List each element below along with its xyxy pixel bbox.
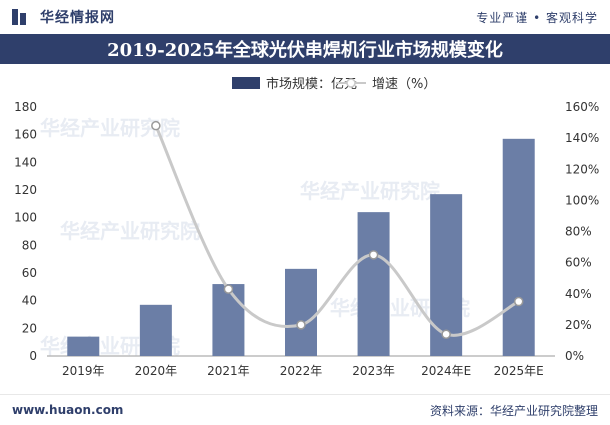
chart-title: 2019-2025年全球光伏串焊机行业市场规模变化 xyxy=(0,34,610,64)
brand-logo-icon xyxy=(12,9,32,25)
bar xyxy=(67,336,100,356)
x-tick-label: 2022年 xyxy=(280,364,323,378)
x-tick-label: 2024年E xyxy=(421,364,471,378)
legend-label: 增速（%） xyxy=(372,77,436,92)
y-left-tick-label: 60 xyxy=(22,266,37,280)
website-link[interactable]: www.huaon.com xyxy=(12,403,124,417)
source-note: 资料来源：华经产业研究院整理 xyxy=(429,403,598,418)
footer: www.huaon.com 资料来源：华经产业研究院整理 xyxy=(0,394,610,425)
x-tick-label: 2023年 xyxy=(352,364,395,378)
bar xyxy=(212,284,245,356)
y-left-tick-label: 140 xyxy=(14,155,37,169)
bar xyxy=(502,138,535,356)
bar xyxy=(139,304,172,356)
x-tick-label: 2019年 xyxy=(62,364,105,378)
y-right-tick-label: 100% xyxy=(565,193,599,207)
y-left-tick-label: 100 xyxy=(14,211,37,225)
y-right-tick-label: 80% xyxy=(565,225,592,239)
slogan: 专业严谨 • 客观科学 xyxy=(476,10,598,25)
growth-line xyxy=(154,125,520,337)
y-right-tick-label: 40% xyxy=(565,287,592,301)
top-bar: 华经情报网 专业严谨 • 客观科学 xyxy=(0,0,610,34)
y-right-tick-label: 0% xyxy=(565,349,584,363)
y-left-tick-label: 80 xyxy=(22,238,37,252)
bar xyxy=(285,268,317,356)
y-left-tick-label: 180 xyxy=(14,100,37,114)
bar xyxy=(357,212,390,356)
combo-chart: 市场规模：亿元 增速（%） 0 20 40 60 80 100 120 140 160 180 0% 20… xyxy=(14,76,599,378)
x-tick-label: 2021年 xyxy=(207,364,250,378)
legend-label: 市场规模：亿元 xyxy=(266,76,357,92)
y-left-tick-label: 20 xyxy=(22,321,37,335)
y-right-tick-label: 140% xyxy=(565,131,599,145)
x-tick-label: 2020年 xyxy=(135,364,178,378)
growth-point xyxy=(513,296,524,307)
y-left-tick-label: 40 xyxy=(22,294,37,308)
y-left-tick-label: 0 xyxy=(29,349,37,363)
y-right-tick-label: 20% xyxy=(565,318,592,332)
growth-point xyxy=(368,250,379,260)
y-left-tick-label: 160 xyxy=(14,128,37,142)
x-tick-label: 2025年E xyxy=(494,364,544,378)
growth-point xyxy=(296,320,306,330)
brand-name: 华经情报网 xyxy=(40,10,115,26)
growth-point xyxy=(441,329,451,339)
y-right-tick-label: 160% xyxy=(565,100,599,114)
legend-swatch-bar xyxy=(232,77,260,89)
brand: 华经情报网 xyxy=(12,7,115,27)
growth-point xyxy=(151,120,161,131)
y-right-tick-label: 60% xyxy=(565,256,592,270)
growth-point xyxy=(223,284,234,294)
legend-swatch-marker xyxy=(346,78,356,88)
y-right-tick-label: 120% xyxy=(565,162,599,176)
y-left-tick-label: 120 xyxy=(14,183,37,197)
